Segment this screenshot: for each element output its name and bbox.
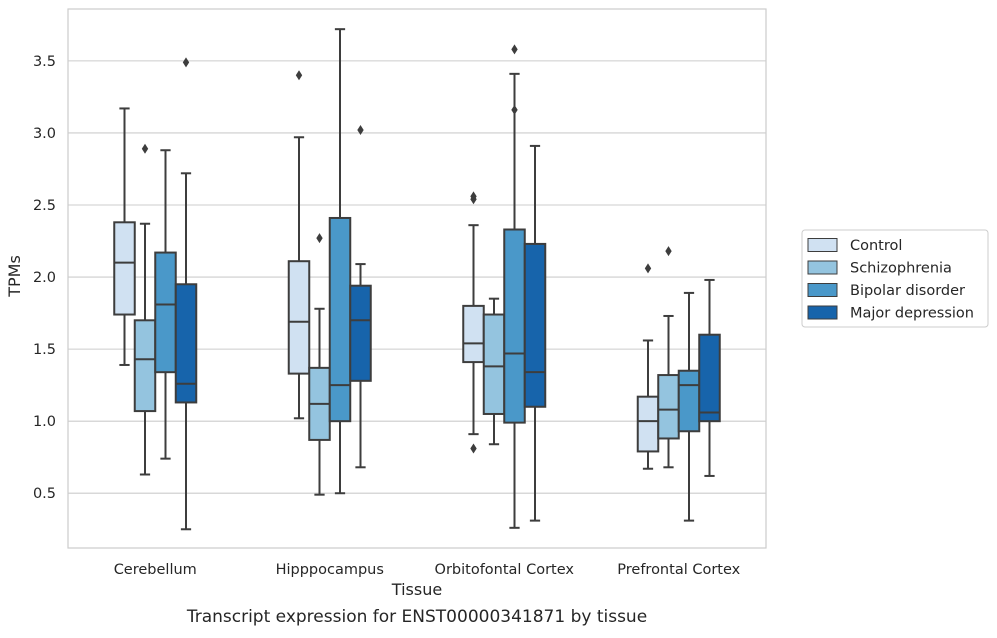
legend-label: Bipolar disorder — [850, 283, 965, 299]
box-control — [287, 70, 311, 420]
box-control — [636, 263, 660, 470]
box-bipolar-disorder — [503, 44, 526, 529]
box-iqr — [677, 369, 701, 433]
box-schizophrenia — [482, 297, 506, 446]
outlier-point — [644, 263, 652, 274]
legend-label: Schizophrenia — [850, 261, 952, 277]
box-major-depression — [349, 125, 372, 469]
x-axis-ticks: Cerebellum Hipppocampus Orbitofontal Corte… — [114, 562, 741, 578]
y-tick-label: 1.5 — [33, 342, 56, 358]
box-bipolar-disorder — [677, 291, 701, 522]
box-schizophrenia — [133, 143, 157, 476]
outlier-point — [357, 125, 364, 136]
y-tick-label: 1.0 — [33, 414, 56, 430]
box-iqr — [698, 333, 721, 423]
y-tick-label: 2.0 — [33, 270, 56, 286]
box-iqr — [636, 395, 660, 453]
legend: Control Schizophrenia Bipolar disorder Majo… — [801, 229, 989, 328]
legend-label: Major depression — [850, 306, 974, 322]
boxes — [113, 28, 721, 531]
legend-frame — [801, 229, 989, 328]
y-tick-label: 2.5 — [33, 198, 56, 214]
box-major-depression — [174, 57, 198, 531]
box-iqr — [657, 374, 680, 440]
legend-swatch — [807, 283, 838, 297]
box-iqr — [503, 228, 526, 424]
x-axis-label: Tissue — [391, 580, 442, 599]
outlier-point — [316, 233, 323, 244]
y-tick-label: 3.5 — [33, 54, 56, 70]
box-iqr — [482, 313, 506, 415]
outlier-point — [511, 44, 518, 55]
outlier-point — [182, 57, 190, 68]
outlier-point — [665, 246, 672, 257]
outlier-point — [295, 70, 303, 81]
y-axis-label: TPMs — [5, 255, 24, 298]
x-tick-label: Cerebellum — [114, 562, 197, 578]
box-schizophrenia — [657, 246, 680, 469]
legend-swatch — [807, 260, 838, 275]
box-iqr — [113, 221, 136, 316]
box-bipolar-disorder — [328, 28, 352, 495]
box-bipolar-disorder — [154, 149, 177, 460]
legend-swatch — [807, 238, 838, 252]
box-iqr — [349, 284, 372, 382]
box-iqr — [154, 251, 177, 374]
box-iqr — [174, 283, 198, 404]
box-iqr — [523, 242, 547, 408]
outlier-point — [141, 143, 149, 154]
box-iqr — [328, 216, 352, 423]
outlier-point — [470, 191, 477, 202]
plot-area-frame — [67, 8, 767, 549]
box-iqr — [462, 304, 485, 364]
y-tick-label: 3.0 — [33, 126, 56, 142]
y-tick-label: 0.5 — [33, 486, 56, 502]
chart-caption: Transcript expression for ENST0000034187… — [186, 607, 647, 627]
outlier-point — [470, 443, 477, 454]
box-control — [113, 107, 136, 366]
x-tick-label: Hipppocampus — [276, 562, 384, 578]
y-axis-ticks: 0.5 1.0 1.5 2.0 2.5 3.0 3.5 — [33, 54, 56, 502]
legend-swatch — [807, 305, 838, 320]
box-iqr — [133, 319, 157, 413]
box-control — [462, 191, 485, 454]
x-tick-label: Prefrontal Cortex — [617, 562, 740, 578]
box-major-depression — [523, 144, 547, 522]
box-major-depression — [698, 278, 721, 477]
x-tick-label: Orbitofontal Cortex — [435, 562, 575, 578]
box-iqr — [287, 260, 311, 375]
outlier-point — [511, 104, 518, 115]
box-schizophrenia — [308, 233, 331, 496]
legend-label: Control — [850, 238, 902, 254]
